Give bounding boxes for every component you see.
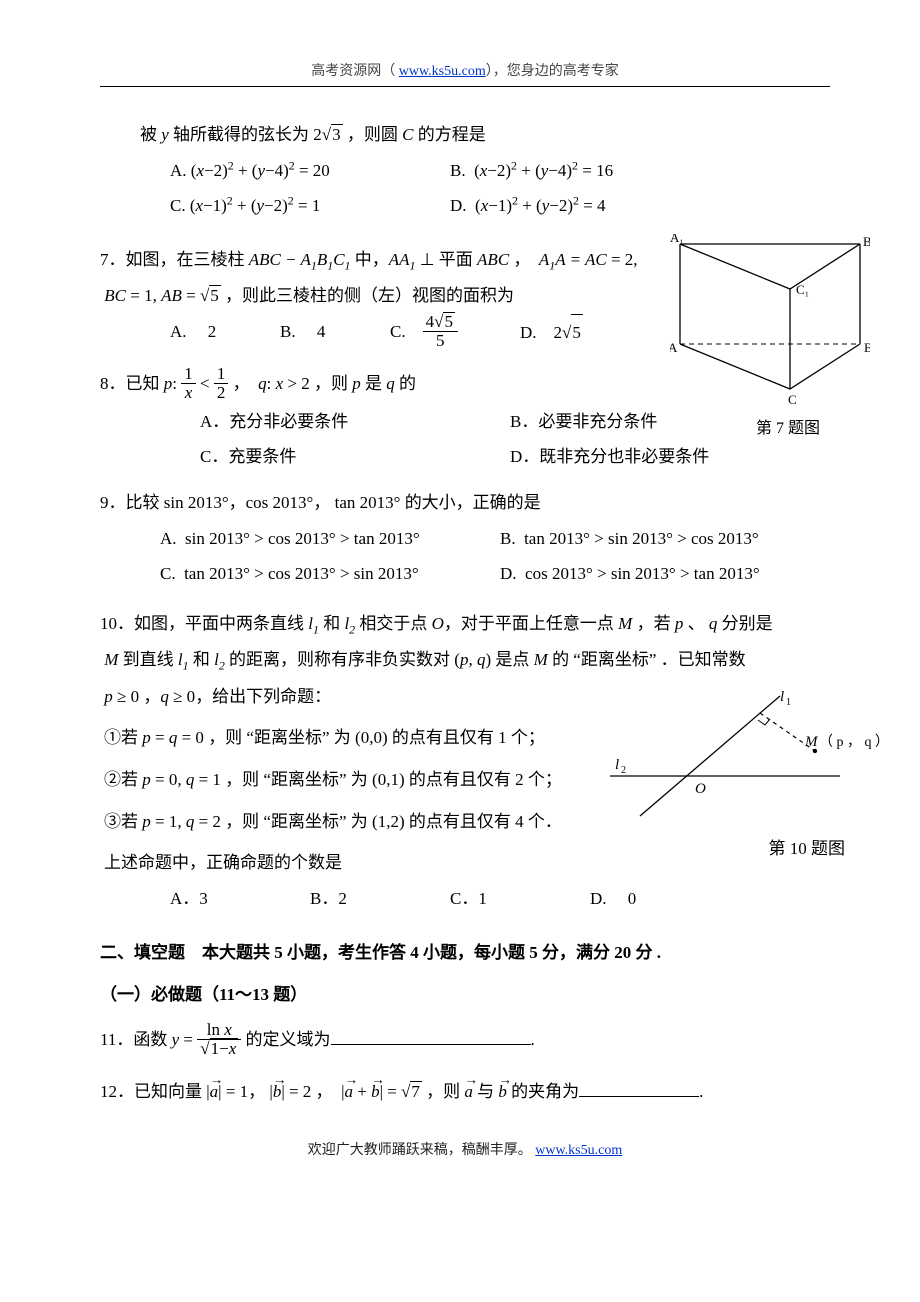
q9-options-row1: A. sin 2013° > cos 2013° > tan 2013° B. …	[100, 521, 830, 557]
q7-opt-b: B. 4	[280, 314, 390, 352]
q10-opt-d: D. 0	[590, 881, 636, 917]
q12-period: .	[699, 1082, 703, 1101]
svg-text:B: B	[864, 340, 870, 355]
header-link[interactable]: www.ks5u.com	[399, 64, 486, 79]
q9-opt-b: B. tan 2013° > sin 2013° > cos 2013°	[500, 521, 759, 557]
svg-text:1: 1	[786, 697, 791, 708]
q12-b-eq: = 2 ，	[289, 1082, 333, 1101]
q6-opt-a: A. (x−2)2 + (y−4)2 = 20	[170, 153, 450, 189]
q12-blank	[579, 1077, 699, 1097]
svg-text:A₁: A₁	[670, 234, 684, 245]
svg-text:B₁: B₁	[863, 234, 870, 249]
q9-options-row2: C. tan 2013° > cos 2013° > sin 2013° D. …	[100, 556, 830, 592]
q10-figure-caption: 第 10 题图	[769, 831, 846, 867]
q10-options: A．3 B．2 C．1 D. 0	[100, 881, 830, 917]
q6-opt-b: B. (x−2)2 + (y−4)2 = 16	[450, 153, 613, 189]
svg-text:A: A	[670, 340, 678, 355]
q8-opt-c: C．充要条件	[200, 439, 510, 475]
q7-opt-c: C. 4√55	[390, 314, 520, 352]
q9-opt-d: D. cos 2013° > sin 2013° > tan 2013°	[500, 556, 760, 592]
svg-text:（ p ， q ）: （ p ， q ）	[819, 734, 880, 750]
svg-text:C₁: C₁	[796, 282, 809, 297]
q6-opt-d: D. (x−1)2 + (y−2)2 = 4	[450, 188, 606, 224]
footer-link[interactable]: www.ks5u.com	[535, 1143, 622, 1158]
footer-prefix: 欢迎广大教师踊跃来稿，稿酬丰厚。	[308, 1143, 536, 1158]
page-header: 高考资源网（ www.ks5u.com），您身边的高考专家	[100, 60, 830, 80]
q10-ask: 上述命题中，正确命题的个数是	[100, 845, 830, 881]
q11-period: .	[531, 1030, 535, 1049]
q10-opt-a: A．3	[170, 881, 310, 917]
q10-figure: l 1 l 2 O M （ p ， q ）	[610, 691, 880, 821]
q7-figure-caption: 第 7 题图	[756, 412, 820, 446]
q12-a-eq: = 1，	[226, 1082, 265, 1101]
svg-text:2: 2	[621, 765, 626, 776]
q7-block: 7．如图，在三棱柱 ABC − A1B1C1 中，AA1 ⊥ 平面 ABC ， …	[100, 242, 830, 352]
q8-opt-b: B．必要非充分条件	[510, 404, 657, 440]
svg-text:l: l	[615, 757, 619, 773]
q10-line1: 10．如图，平面中两条直线 l1 和 l2 相交于点 O，对于平面上任意一点 M…	[100, 606, 830, 642]
q6-opt-c: C. (x−1)2 + (y−2)2 = 1	[170, 188, 450, 224]
svg-text:O: O	[695, 781, 706, 797]
q8-options-row2: C．充要条件 D．既非充分也非必要条件	[100, 439, 830, 475]
header-divider	[100, 86, 830, 87]
q10-opt-b: B．2	[310, 881, 450, 917]
page-content: 被 y 轴所截得的弦长为 2√3 ，则圆 C 的方程是 A. (x−2)2 + …	[100, 117, 830, 1109]
q8-opt-d: D．既非充分也非必要条件	[510, 439, 709, 475]
q12: 12．已知向量 |a| = 1， |b| = 2 ， |a + b| = √7 …	[100, 1074, 830, 1110]
q6-stem: 被 y 轴所截得的弦长为 2√3 ，则圆 C 的方程是	[100, 117, 830, 153]
q11-blank	[331, 1026, 531, 1046]
q10-line2: M 到直线 l1 和 l2 的距离，则称有序非负实数对 (p, q) 是点 M …	[100, 642, 830, 678]
q9-opt-c: C. tan 2013° > cos 2013° > sin 2013°	[160, 556, 500, 592]
part2-header: 二、填空题 本大题共 5 小题，考生作答 4 小题，每小题 5 分，满分 20 …	[100, 935, 830, 971]
q6-options-row2: C. (x−1)2 + (y−2)2 = 1 D. (x−1)2 + (y−2)…	[100, 188, 830, 224]
q7-opt-a: A. 2	[170, 314, 280, 352]
svg-text:l: l	[780, 691, 784, 705]
part2-sub: （一）必做题（11～13 题）	[100, 977, 830, 1013]
q6-options-row1: A. (x−2)2 + (y−4)2 = 20 B. (x−2)2 + (y−4…	[100, 153, 830, 189]
q9-opt-a: A. sin 2013° > cos 2013° > tan 2013°	[160, 521, 500, 557]
q10-opt-c: C．1	[450, 881, 590, 917]
q8-opt-a: A．充分非必要条件	[200, 404, 510, 440]
q10-block: 10．如图，平面中两条直线 l1 和 l2 相交于点 O，对于平面上任意一点 M…	[100, 606, 830, 917]
svg-text:C: C	[788, 392, 797, 407]
svg-text:M: M	[804, 734, 819, 750]
q7-figure: A₁ B₁ C₁ A B C	[670, 234, 870, 414]
q9-stem: 9．比较 sin 2013°，cos 2013°， tan 2013° 的大小，…	[100, 485, 830, 521]
header-suffix: ），您身边的高考专家	[486, 64, 619, 79]
header-prefix: 高考资源网（	[311, 64, 399, 79]
q7-opt-d: D. 2√5	[520, 314, 583, 352]
q11: 11．函数 y = ln x√1−x 的定义域为.	[100, 1022, 830, 1059]
page-footer: 欢迎广大教师踊跃来稿，稿酬丰厚。 www.ks5u.com	[100, 1139, 830, 1159]
